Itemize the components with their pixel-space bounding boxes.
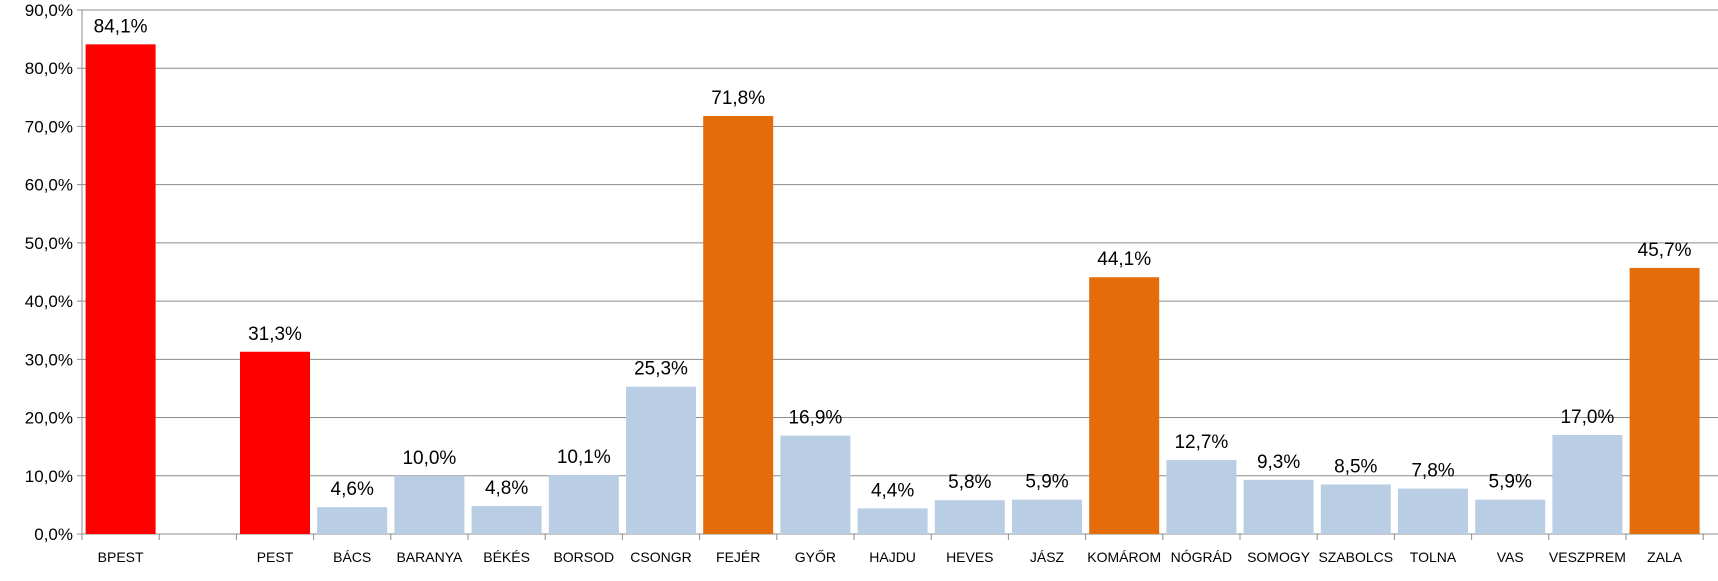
x-tick-label: CSONGR: [630, 549, 691, 565]
y-tick-label: 70,0%: [25, 117, 73, 136]
data-label: 8,5%: [1334, 457, 1377, 478]
x-tick-label: ZALA: [1647, 549, 1683, 565]
x-tick-label: BÁCS: [333, 549, 371, 565]
data-label: 44,1%: [1097, 249, 1151, 270]
y-tick-label: 60,0%: [25, 176, 73, 195]
bar: [471, 506, 542, 534]
y-tick-label: 40,0%: [25, 292, 73, 311]
y-tick-label: 80,0%: [25, 59, 73, 78]
x-tick-label: FEJÉR: [716, 549, 760, 565]
x-tick-label: BORSOD: [553, 549, 614, 565]
data-label: 10,1%: [557, 447, 611, 468]
x-tick-label: GYŐR: [795, 549, 836, 565]
bar: [1166, 460, 1237, 534]
bar: [1089, 277, 1160, 534]
data-label: 10,0%: [402, 448, 456, 469]
data-label: 12,7%: [1174, 432, 1228, 453]
bar: [1552, 435, 1623, 534]
data-label: 4,4%: [871, 480, 914, 501]
bar: [780, 435, 851, 534]
bar: [548, 475, 619, 534]
bar: [85, 44, 156, 535]
data-label: 84,1%: [94, 16, 148, 37]
y-tick-label: 20,0%: [25, 409, 73, 428]
x-tick-label: VESZPREM: [1549, 549, 1626, 565]
data-label: 45,7%: [1638, 240, 1692, 261]
bar: [703, 115, 774, 534]
x-tick-label: BARANYA: [396, 549, 463, 565]
x-tick-label: SOMOGY: [1247, 549, 1311, 565]
data-label: 16,9%: [788, 408, 842, 429]
bar: [1320, 484, 1391, 534]
y-tick-label: 30,0%: [25, 350, 73, 369]
x-tick-label: HAJDU: [869, 549, 916, 565]
x-tick-label: TOLNA: [1410, 549, 1457, 565]
data-label: 4,8%: [485, 478, 528, 499]
data-label: 5,9%: [1489, 472, 1532, 493]
data-label: 5,9%: [1025, 472, 1068, 493]
x-tick-label: JÁSZ: [1030, 549, 1065, 565]
bar: [240, 351, 310, 534]
data-label: 25,3%: [634, 359, 688, 380]
data-label: 4,6%: [331, 479, 374, 500]
y-tick-label: 50,0%: [25, 234, 73, 253]
bar: [857, 508, 928, 534]
x-tick-label: HEVES: [946, 549, 993, 565]
data-label: 71,8%: [711, 88, 765, 109]
y-tick-label: 90,0%: [25, 1, 73, 20]
x-tick-label: PEST: [257, 549, 294, 565]
bar: [1475, 499, 1546, 534]
x-tick-label: SZABOLCS: [1318, 549, 1393, 565]
y-tick-label: 10,0%: [25, 467, 73, 486]
y-tick-label: 0,0%: [34, 525, 73, 544]
bar: [317, 507, 388, 534]
x-tick-label: KOMÁROM: [1087, 549, 1161, 565]
bar: [1398, 488, 1468, 534]
data-label: 31,3%: [248, 324, 302, 345]
x-tick-label: BPEST: [98, 549, 144, 565]
bar: [1012, 499, 1082, 534]
bar: [626, 386, 696, 534]
data-label: 7,8%: [1411, 461, 1454, 482]
bar: [1243, 479, 1314, 534]
bar: [934, 500, 1005, 534]
data-label: 9,3%: [1257, 452, 1300, 473]
x-tick-label: BÉKÉS: [483, 549, 530, 565]
data-label: 5,8%: [948, 472, 991, 493]
x-tick-label: VAS: [1497, 549, 1524, 565]
x-tick-label: NÓGRÁD: [1171, 549, 1232, 565]
bar: [1629, 267, 1700, 534]
bar: [394, 475, 465, 534]
data-label: 17,0%: [1560, 407, 1614, 428]
